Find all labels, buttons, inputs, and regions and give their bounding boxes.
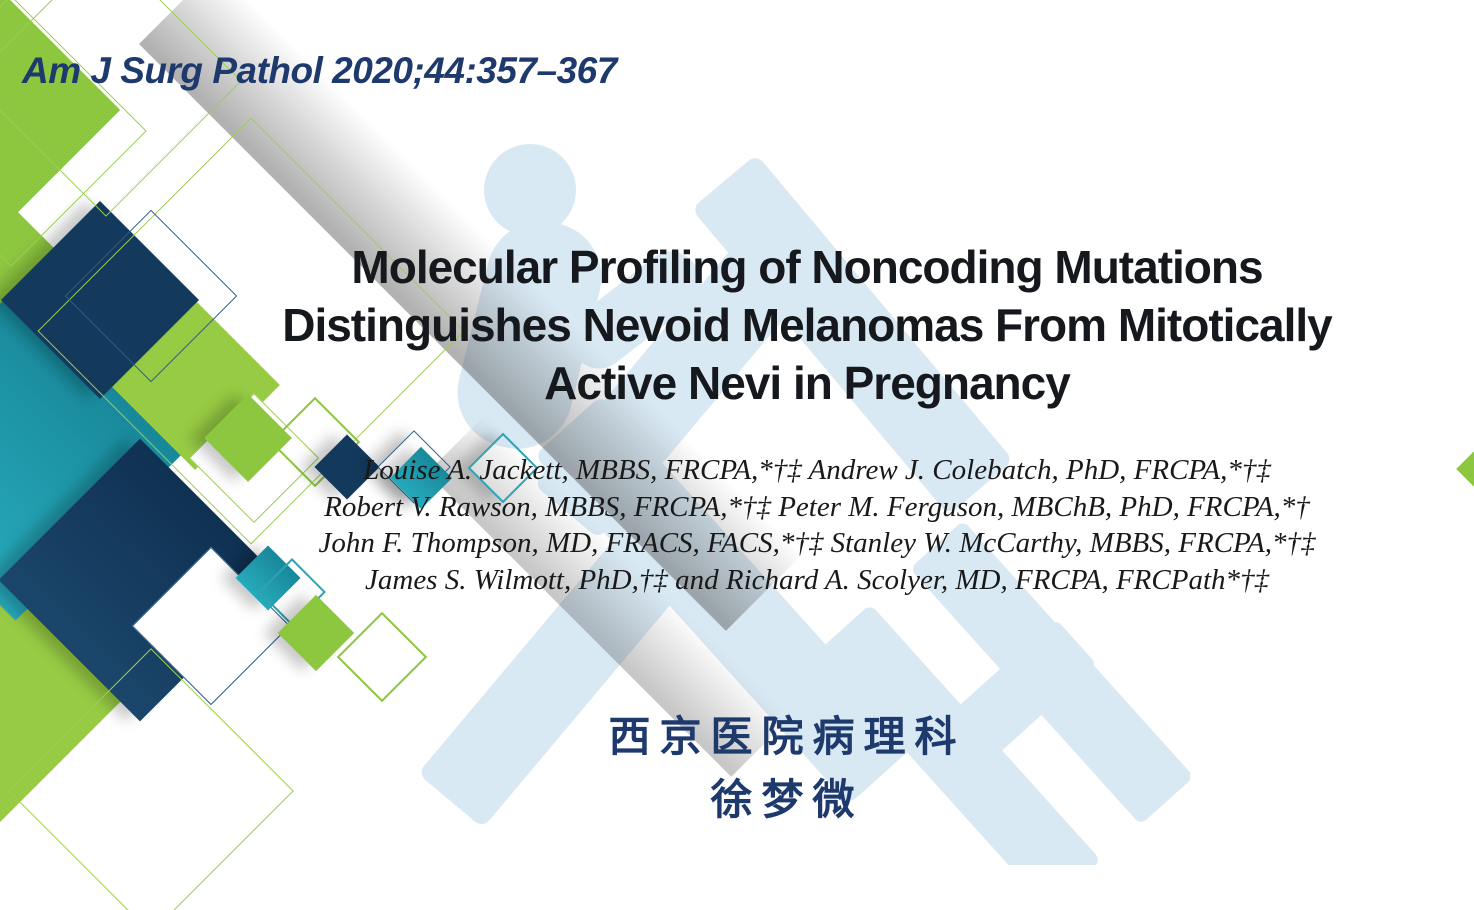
slide-title: Molecular Profiling of Noncoding Mutatio… — [140, 238, 1474, 412]
affiliation-chinese: 西京医院病理科 — [608, 715, 966, 761]
author-line-3: John F. Thompson, MD, FRACS, FACS,*†‡ St… — [318, 527, 1316, 559]
title-line-1: Molecular Profiling of Noncoding Mutatio… — [351, 241, 1263, 293]
author-line-2: Robert V. Rawson, MBBS, FRCPA,*†‡ Peter … — [324, 490, 1310, 523]
watermark-head-shape — [484, 144, 576, 236]
watermark-letter-h — [820, 523, 1190, 865]
journal-citation: Am J Surg Pathol 2020;44:357–367 — [22, 50, 617, 91]
title-line-3: Active Nevi in Pregnancy — [544, 357, 1071, 409]
title-line-2: Distinguishes Nevoid Melanomas From Mito… — [282, 299, 1333, 351]
pathology-logo-watermark — [421, 144, 1190, 865]
presenter-name-chinese: 徐梦微 — [710, 778, 864, 824]
author-line-4: James S. Wilmott, PhD,†‡ and Richard A. … — [365, 563, 1269, 596]
author-line-1: Louise A. Jackett, MBBS, FRCPA,*†‡ Andre… — [363, 454, 1271, 486]
author-list: Louise A. Jackett, MBBS, FRCPA,*†‡ Andre… — [160, 452, 1474, 598]
